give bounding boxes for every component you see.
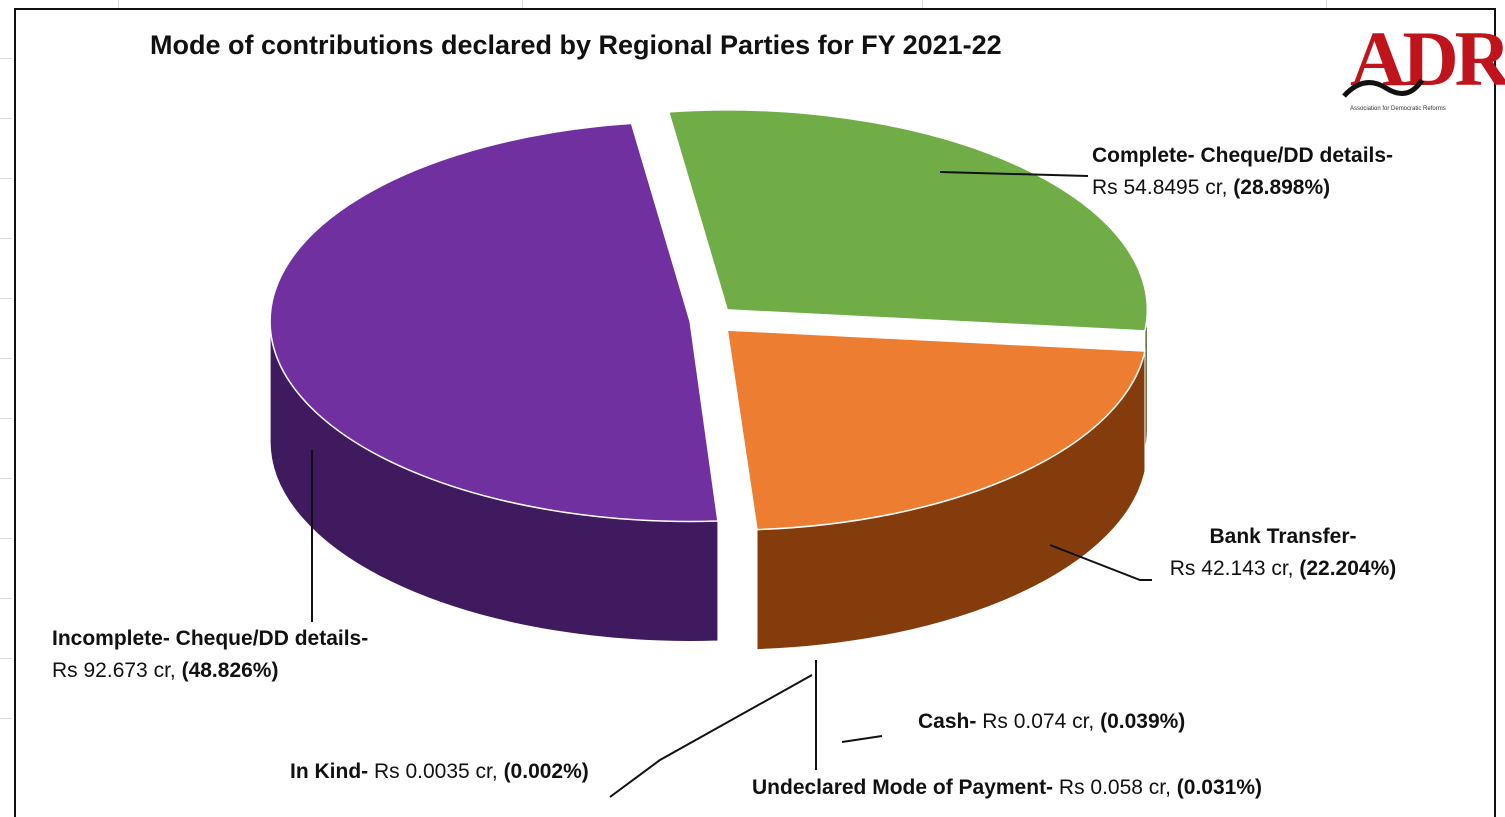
adr-logo: ADR Association for Democratic Reforms xyxy=(1330,15,1505,122)
gridline xyxy=(0,178,12,179)
pie-slice xyxy=(269,122,719,523)
slice-amount: Rs 92.673 cr xyxy=(52,659,170,682)
gridline xyxy=(522,0,523,8)
gridline xyxy=(0,538,12,539)
pie-slice xyxy=(667,109,1148,332)
gridline xyxy=(0,238,12,239)
leader-line xyxy=(1049,544,1152,581)
slice-name: Complete- Cheque/DD details- xyxy=(1092,144,1394,167)
slice-amount: Rs 54.8495 cr xyxy=(1092,176,1222,199)
gridline xyxy=(0,58,12,59)
slice-name: Bank Transfer- xyxy=(1209,525,1357,548)
gridline xyxy=(1326,0,1327,8)
pie-slice xyxy=(726,329,1146,531)
leader-line xyxy=(609,674,813,798)
slice-label-in-kind: In Kind- Rs 0.0035 cr, (0.002%) xyxy=(290,760,589,783)
slice-percent: (22.204%) xyxy=(1299,557,1397,580)
slice-percent: (0.002%) xyxy=(503,760,589,783)
logo-text: ADR xyxy=(1350,15,1505,102)
slice-percent: (0.031%) xyxy=(1176,776,1263,799)
gridline xyxy=(0,718,12,719)
slice-percent: (0.039%) xyxy=(1100,710,1186,733)
logo-swoosh xyxy=(1342,78,1425,98)
gridline xyxy=(0,658,12,659)
leader-line xyxy=(939,171,1089,177)
slice-label-cash: Cash- Rs 0.074 cr, (0.039%) xyxy=(918,710,1186,733)
gridline xyxy=(118,0,119,8)
slice-name: In Kind- xyxy=(290,760,369,783)
slice-amount: Rs 0.0035 cr xyxy=(368,760,492,783)
slice-name: Cash- xyxy=(918,710,977,733)
gridline xyxy=(0,298,12,299)
slice-label-undeclared: Undeclared Mode of Payment- Rs 0.058 cr,… xyxy=(752,776,1263,799)
slice-amount: Rs 42.143 cr xyxy=(1169,557,1288,580)
gridline xyxy=(922,0,923,8)
slice-percent: (28.898%) xyxy=(1233,176,1331,199)
gridline xyxy=(0,418,12,419)
chart-title: Mode of contributions declared by Region… xyxy=(150,30,1002,60)
slice-amount: Rs 0.058 cr xyxy=(1053,776,1166,799)
slice-name: Undeclared Mode of Payment- xyxy=(752,776,1054,799)
pie-slice xyxy=(712,333,743,535)
gridline xyxy=(0,358,12,359)
logo-subtitle: Association for Democratic Reforms xyxy=(1350,106,1446,112)
gridline xyxy=(0,598,12,599)
slice-percent: (48.826%) xyxy=(181,659,279,682)
leader-line xyxy=(841,735,883,743)
slice-label-incomplete-cheque: Incomplete- Cheque/DD details- Rs 92.673 … xyxy=(52,627,369,682)
slice-label-bank-transfer: Bank Transfer- Rs 42.143 cr, (22.204%) xyxy=(1169,525,1397,580)
slice-name: Incomplete- Cheque/DD details- xyxy=(52,627,369,650)
gridline xyxy=(0,478,12,479)
slice-amount: Rs 0.074 cr xyxy=(976,710,1089,733)
gridline xyxy=(0,118,12,119)
slice-label-complete-cheque: Complete- Cheque/DD details- Rs 54.8495 c… xyxy=(1092,144,1394,199)
